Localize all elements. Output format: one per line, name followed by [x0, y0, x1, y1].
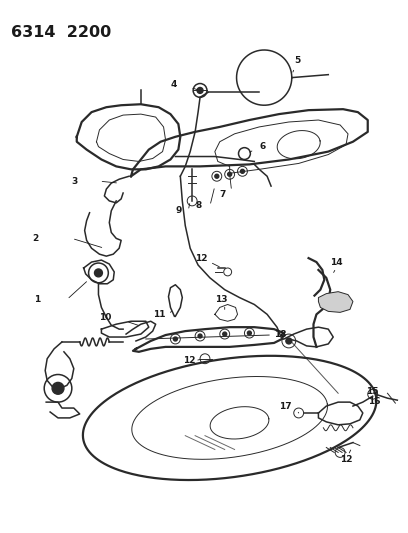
Text: 4: 4 — [171, 80, 177, 89]
Text: 6314  2200: 6314 2200 — [11, 26, 111, 41]
Text: 12: 12 — [183, 356, 196, 365]
Circle shape — [240, 169, 244, 173]
Text: 10: 10 — [100, 313, 112, 322]
Circle shape — [247, 331, 251, 335]
Polygon shape — [318, 292, 353, 312]
Text: 7: 7 — [220, 190, 226, 198]
Text: 15: 15 — [366, 387, 378, 396]
Circle shape — [173, 337, 177, 341]
Text: 5: 5 — [295, 56, 301, 66]
Circle shape — [95, 269, 102, 277]
Text: 17: 17 — [279, 401, 292, 410]
Text: 13: 13 — [215, 295, 227, 304]
Text: 8: 8 — [195, 201, 202, 211]
Text: 18: 18 — [274, 329, 286, 338]
Circle shape — [286, 338, 292, 344]
Text: 6: 6 — [259, 142, 266, 151]
Circle shape — [223, 332, 227, 336]
Text: 1: 1 — [34, 295, 40, 304]
Text: 3: 3 — [72, 176, 78, 185]
Text: 9: 9 — [175, 206, 182, 215]
Circle shape — [228, 172, 232, 176]
Text: 2: 2 — [32, 234, 39, 243]
Text: 16: 16 — [368, 397, 380, 406]
Text: 11: 11 — [153, 310, 165, 319]
Circle shape — [215, 174, 219, 178]
Text: 12: 12 — [195, 254, 208, 263]
Text: 12: 12 — [340, 455, 353, 464]
Text: 14: 14 — [330, 257, 343, 266]
Circle shape — [198, 334, 202, 338]
Circle shape — [197, 87, 203, 93]
Circle shape — [52, 382, 64, 394]
